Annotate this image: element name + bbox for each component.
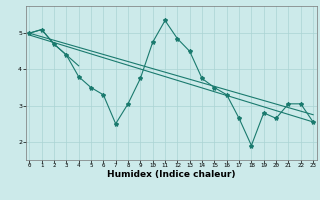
X-axis label: Humidex (Indice chaleur): Humidex (Indice chaleur) bbox=[107, 170, 236, 179]
